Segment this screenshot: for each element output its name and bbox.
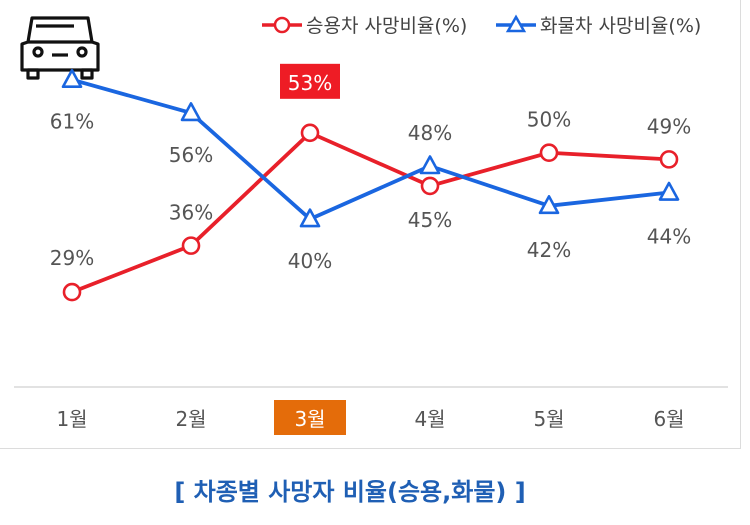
passenger-point-marker [659,150,679,169]
legend-item-cargo: 화물차 사망비율(%) [496,14,701,37]
x-tick-label: 5월 [533,407,564,431]
passenger-data-label: 29% [50,246,94,270]
passenger-data-label: 36% [169,201,213,225]
cargo-point-marker [658,181,680,201]
highlight-label-box [280,63,340,99]
passenger-data-label: 49% [647,114,691,138]
x-tick-label: 2월 [175,407,206,431]
x-axis-ticks: 1월 2월 3월 4월 5월 6월 [56,400,685,435]
cargo-point-marker [180,102,202,122]
x-tick-label: 4월 [414,407,445,431]
x-tick-label: 6월 [653,407,684,431]
passenger-data-label: 50% [527,108,571,132]
passenger-point-marker [420,176,440,196]
series-layer [61,68,680,302]
cargo-data-label: 44% [647,225,691,249]
legend-passenger-label: 승용차 사망비율(%) [306,15,467,37]
x-tick-label: 1월 [56,407,87,431]
cargo-point-marker [419,155,441,175]
cargo-data-label: 56% [169,143,213,167]
legend-cargo-label: 화물차 사망비율(%) [540,15,701,37]
passenger-point-marker [62,282,82,302]
cargo-data-label: 61% [50,110,94,134]
cargo-data-label: 42% [527,238,571,262]
chart-caption: [ 차종별 사망자 비율(승용,화물) ] [174,478,526,506]
passenger-point-marker [181,236,201,255]
legend: 승용차 사망비율(%) 화물차 사망비율(%) [262,14,701,37]
tick-highlight-box [274,400,346,435]
cargo-data-label: 48% [408,121,452,145]
cargo-point-marker [61,68,83,89]
data-labels: 29% 36% 53% 45% 50% 49% 61% 56% 40% 48% 42% 44% [50,63,691,273]
passenger-point-marker [300,123,320,143]
x-tick-label: 3월 [294,407,325,431]
cargo-data-label: 40% [288,249,332,273]
legend-item-passenger: 승용차 사망비율(%) [262,15,467,37]
cargo-point-marker [538,195,560,215]
car-icon [20,16,100,80]
line-chart: 승용차 사망비율(%) 화물차 사망비율(%) 1월 2월 3월 4월 5월 6월 29%… [14,14,728,435]
passenger-series-line [71,130,670,294]
passenger-data-label: 45% [408,208,452,232]
passenger-data-label: 53% [288,71,332,95]
passenger-point-marker [539,143,559,163]
cargo-point-marker [299,208,321,228]
legend-passenger-marker [273,16,291,34]
legend-cargo-marker [505,14,527,33]
chart-card: 승용차 사망비율(%) 화물차 사망비율(%) 1월 2월 3월 4월 5월 6월 29%… [0,0,741,506]
cargo-series-line [71,77,670,221]
